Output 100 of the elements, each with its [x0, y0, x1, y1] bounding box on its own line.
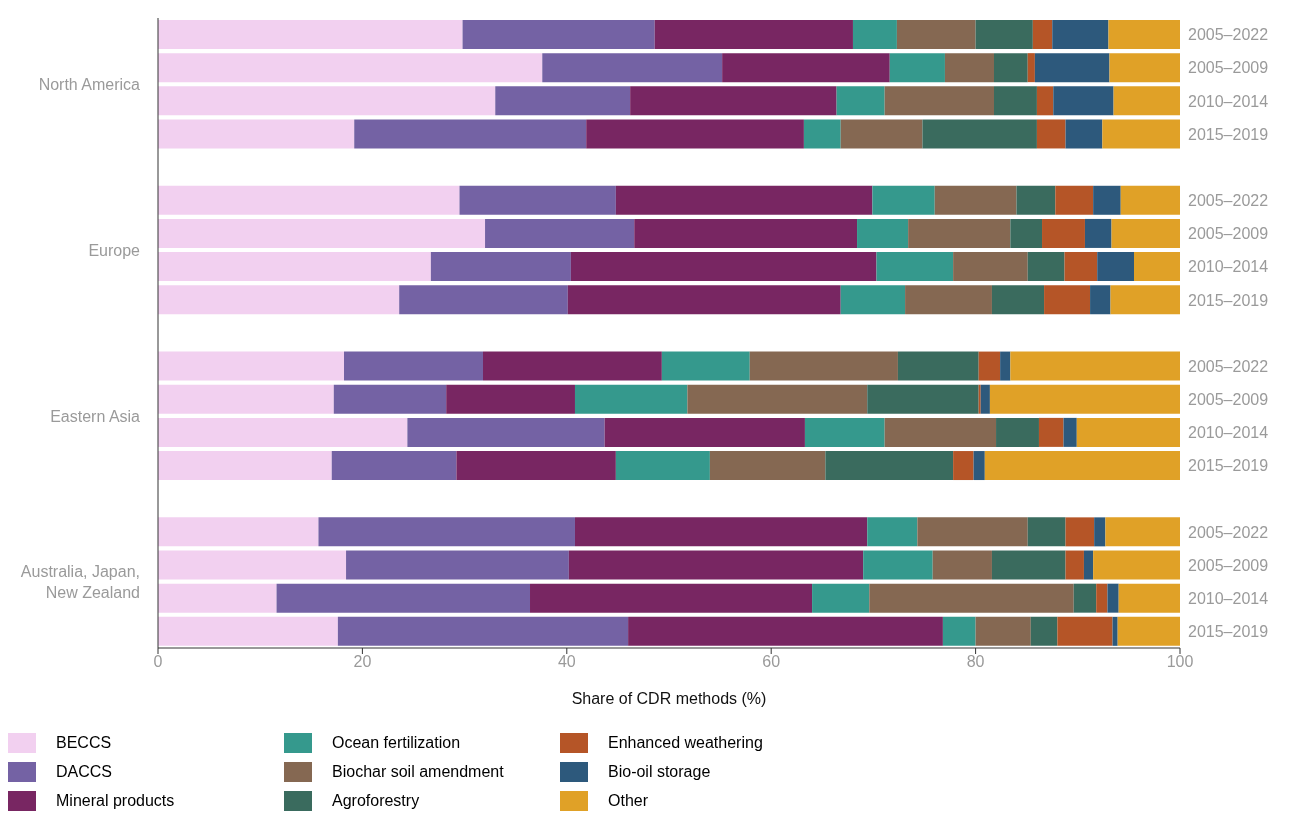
y-tick-label: 2005–2022 — [1188, 357, 1269, 375]
bar — [1042, 218, 1085, 248]
bar — [158, 252, 431, 282]
bar — [994, 86, 1037, 116]
y-tick-label: 2005–2022 — [1188, 26, 1269, 44]
bar — [568, 550, 864, 580]
bar — [567, 285, 841, 315]
y-tick-label: 2015–2019 — [1188, 291, 1269, 309]
bar — [896, 19, 976, 49]
bar — [709, 451, 826, 481]
bar — [1076, 417, 1180, 447]
bar — [1113, 86, 1180, 116]
bar — [1096, 583, 1108, 613]
bar — [975, 19, 1033, 49]
bar — [884, 86, 994, 116]
y-tick-label: 2005–2009 — [1188, 391, 1269, 408]
bar — [634, 218, 858, 248]
legend-label: BECCS — [56, 733, 112, 752]
bar — [908, 218, 1011, 248]
bar — [158, 19, 463, 49]
bar — [749, 351, 898, 381]
y-tick-label: 2005–2009 — [1188, 59, 1269, 77]
bar — [1111, 218, 1180, 248]
bar — [1134, 252, 1180, 282]
bar — [158, 86, 496, 116]
y-tick-label: 2015–2019 — [1188, 457, 1269, 475]
y-tick-label: 2010–2014 — [1188, 424, 1269, 442]
bar — [1108, 19, 1180, 49]
bar — [430, 252, 571, 282]
text: Europe — [87, 240, 140, 261]
bar — [991, 285, 1045, 315]
bar — [687, 384, 868, 414]
bar — [483, 351, 662, 381]
bar — [542, 53, 723, 83]
bar — [973, 451, 985, 481]
bar — [812, 583, 870, 613]
legend-label: Other — [608, 791, 649, 810]
x-axis-title: Share of CDR methods (%) — [571, 690, 767, 707]
bar — [857, 218, 909, 248]
bar — [840, 285, 906, 315]
bar — [840, 119, 923, 149]
x-tick-label: 100 — [1166, 653, 1194, 671]
bar — [276, 583, 531, 613]
y-tick-label: 2010–2014 — [1188, 589, 1269, 607]
bar — [1000, 351, 1011, 381]
bar — [989, 384, 1180, 414]
x-tick-label: 0 — [153, 653, 163, 671]
bar — [1065, 119, 1103, 149]
bar — [574, 384, 688, 414]
bar — [1118, 583, 1180, 613]
bar — [804, 417, 885, 447]
bar — [1044, 285, 1091, 315]
bar — [953, 252, 1028, 282]
bar — [1094, 517, 1106, 547]
bar — [1036, 86, 1054, 116]
bar — [836, 86, 885, 116]
bar — [1102, 119, 1180, 149]
bar — [654, 19, 853, 49]
bar — [978, 384, 981, 414]
legend-label: Biochar soil amendment — [332, 762, 504, 781]
bar — [1016, 185, 1056, 215]
bar — [942, 616, 976, 646]
bar — [934, 185, 1017, 215]
x-tick-label: 40 — [557, 653, 576, 671]
bar — [867, 384, 979, 414]
bar — [158, 285, 400, 315]
bar — [1057, 616, 1113, 646]
bar — [991, 550, 1066, 580]
bar — [495, 86, 631, 116]
bar — [485, 218, 635, 248]
bar — [825, 451, 954, 481]
bar — [1065, 517, 1095, 547]
bar — [158, 451, 332, 481]
bar — [863, 550, 933, 580]
bar — [867, 517, 918, 547]
legend-label: Bio-oil storage — [608, 762, 711, 781]
bar — [1105, 517, 1180, 547]
bar — [1084, 218, 1112, 248]
bar — [803, 119, 841, 149]
bar — [975, 616, 1031, 646]
bar — [852, 19, 897, 49]
bar — [615, 451, 710, 481]
bar — [1036, 119, 1066, 149]
bar — [1034, 53, 1110, 83]
bar — [586, 119, 804, 149]
bar — [869, 583, 1074, 613]
y-tick-label: 2005–2009 — [1188, 556, 1269, 574]
bar — [1097, 252, 1135, 282]
bar — [333, 384, 447, 414]
bar — [456, 451, 616, 481]
bar — [446, 384, 575, 414]
bar — [876, 252, 954, 282]
bar — [984, 451, 1180, 481]
bar — [1052, 19, 1109, 49]
bar — [574, 517, 868, 547]
bar — [158, 616, 338, 646]
bar — [1027, 252, 1065, 282]
bar — [630, 86, 837, 116]
x-tick-label: 80 — [966, 653, 985, 671]
bar — [530, 583, 813, 613]
